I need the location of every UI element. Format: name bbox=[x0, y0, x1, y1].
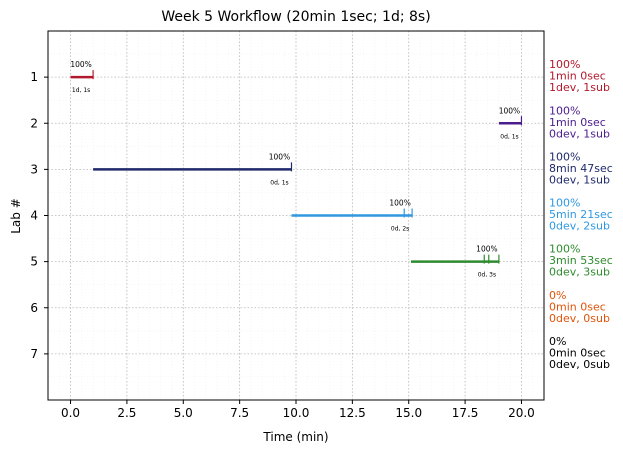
dev-sub-label: 0d, 3s bbox=[478, 272, 496, 279]
lab-summary-line: 0dev, 0sub bbox=[549, 312, 610, 325]
timeline-bars: 100% 1d, 1s 100% 0d, 1s 100% 0d, 1s 100% 0d, 2s… bbox=[70, 60, 523, 279]
x-tick-label: 17.5 bbox=[452, 406, 479, 420]
dev-sub-label: 1d, 1s bbox=[72, 87, 90, 94]
axis-ticks: 0.0 2.5 5.0 7.5 10.0 12.5 15.0 17.5 20.0 1 2 3 4 5 6 7 bbox=[30, 70, 534, 420]
lab-summary-line: 100% bbox=[549, 150, 580, 163]
y-tick-label: 3 bbox=[30, 162, 38, 176]
lab-summary-line: 0dev, 0sub bbox=[549, 358, 610, 371]
lab-summary-line: 100% bbox=[549, 58, 580, 71]
x-tick-label: 5.0 bbox=[174, 406, 193, 420]
dev-sub-label: 0d, 2s bbox=[391, 226, 409, 233]
y-tick-label: 5 bbox=[30, 255, 38, 269]
lab-summary-line: 1dev, 1sub bbox=[549, 81, 610, 94]
lab-summary-line: 100% bbox=[549, 243, 580, 256]
y-tick-label: 1 bbox=[30, 70, 38, 84]
lab-summary-line: 1min 0sec bbox=[549, 116, 606, 129]
x-tick-label: 0.0 bbox=[61, 406, 80, 420]
lab-summary-line: 0dev, 1sub bbox=[549, 173, 610, 186]
lab-summary-line: 0dev, 1sub bbox=[549, 127, 610, 140]
lab-summary-line: 0min 0sec bbox=[549, 300, 606, 313]
lab-summary-line: 0dev, 3sub bbox=[549, 266, 610, 279]
dev-sub-label: 0d, 1s bbox=[500, 133, 518, 140]
dev-sub-label: 0d, 1s bbox=[270, 179, 288, 186]
completion-label: 100% bbox=[499, 106, 520, 115]
y-tick-label: 4 bbox=[30, 209, 38, 223]
lab-summary-line: 8min 47sec bbox=[549, 162, 613, 175]
chart-title: Week 5 Workflow (20min 1sec; 1d; 8s) bbox=[161, 9, 430, 25]
completion-label: 100% bbox=[70, 60, 91, 69]
x-tick-label: 20.0 bbox=[508, 406, 535, 420]
completion-label: 100% bbox=[389, 199, 410, 208]
y-axis-label: Lab # bbox=[9, 198, 23, 234]
x-tick-label: 12.5 bbox=[339, 406, 366, 420]
completion-label: 100% bbox=[269, 152, 290, 161]
lab-summary-line: 0dev, 2sub bbox=[549, 220, 610, 233]
completion-label: 100% bbox=[476, 245, 497, 254]
y-tick-label: 7 bbox=[30, 347, 38, 361]
x-tick-label: 2.5 bbox=[117, 406, 136, 420]
lab-summary-line: 100% bbox=[549, 197, 580, 210]
x-tick-label: 10.0 bbox=[283, 406, 310, 420]
x-tick-label: 7.5 bbox=[230, 406, 249, 420]
x-tick-label: 15.0 bbox=[395, 406, 422, 420]
x-axis-label: Time (min) bbox=[262, 430, 328, 444]
lab-summary-line: 5min 21sec bbox=[549, 208, 613, 221]
lab-summary-line: 1min 0sec bbox=[549, 70, 606, 83]
lab-summary-line: 0% bbox=[549, 289, 566, 302]
y-tick-label: 2 bbox=[30, 116, 38, 130]
lab-summary-line: 100% bbox=[549, 104, 580, 117]
lab-summary-line: 0min 0sec bbox=[549, 346, 606, 359]
lab-summary-line: 3min 53sec bbox=[549, 254, 613, 267]
y-tick-label: 6 bbox=[30, 301, 38, 315]
lab-summary-line: 0% bbox=[549, 335, 566, 348]
